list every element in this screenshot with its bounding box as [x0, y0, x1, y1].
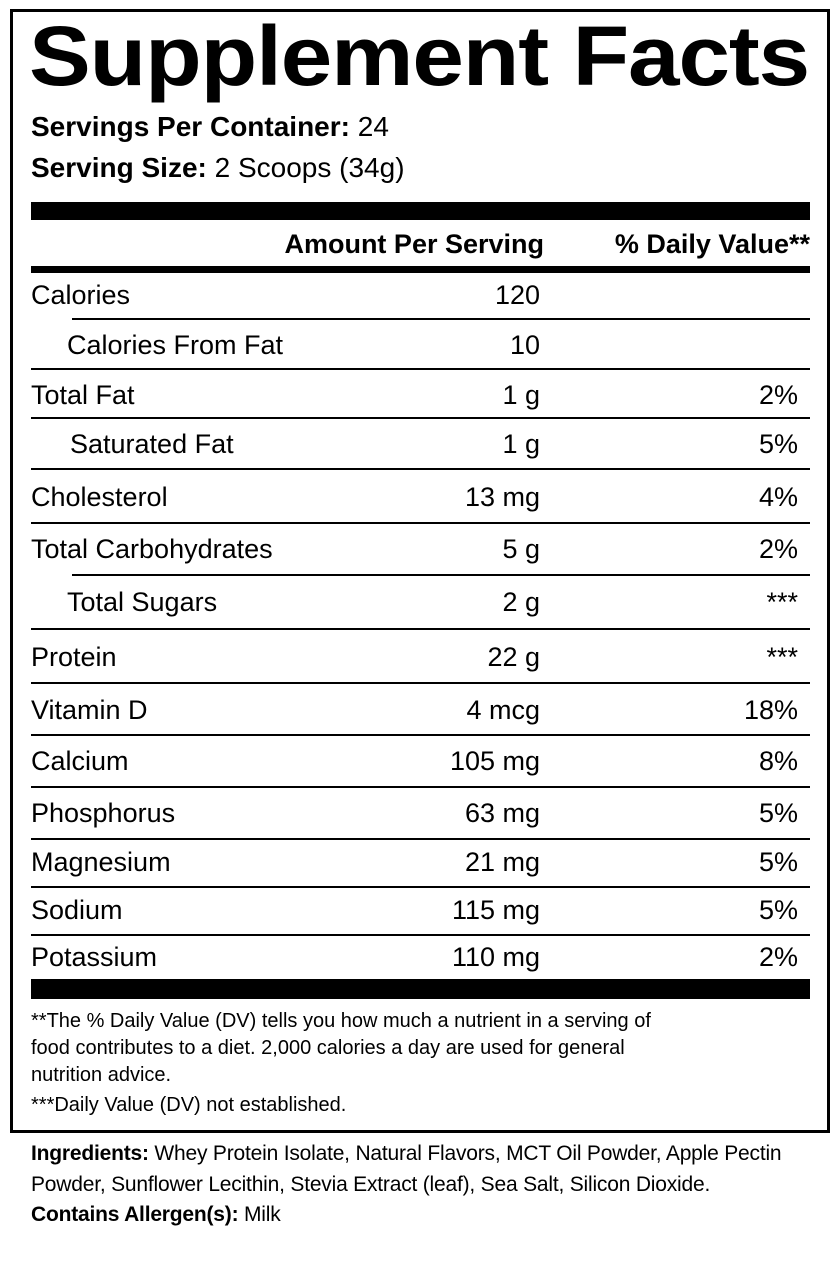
- nutrient-daily-value: ***: [766, 587, 798, 617]
- nutrient-amount: 10: [509, 330, 540, 360]
- nutrient-name: Total Fat: [31, 380, 135, 410]
- nutrient-row: Protein 22 g ***: [0, 641, 839, 681]
- nutrient-amount: 22 g: [487, 642, 540, 672]
- nutrient-amount: 2 g: [502, 587, 540, 617]
- row-divider: [31, 934, 810, 936]
- ingredients: Ingredients: Whey Protein Isolate, Natur…: [31, 1142, 782, 1226]
- nutrient-amount: 120: [494, 280, 540, 310]
- nutrient-daily-value: 2%: [758, 942, 798, 972]
- daily-value-header: % Daily Value**: [614, 229, 810, 259]
- nutrient-row: Calcium 105 mg 8%: [0, 745, 839, 785]
- row-divider: [31, 734, 810, 736]
- nutrient-daily-value: 5%: [758, 798, 798, 828]
- footnote-line: ***Daily Value (DV) not established.: [31, 1094, 347, 1116]
- nutrient-name: Magnesium: [31, 847, 171, 877]
- nutrient-name: Potassium: [31, 942, 158, 972]
- nutrient-name: Sodium: [31, 895, 123, 925]
- panel-title: Supplement Facts: [29, 9, 810, 103]
- nutrient-name: Total Sugars: [67, 587, 218, 617]
- row-divider: [31, 886, 810, 888]
- nutrient-daily-value: 5%: [758, 895, 798, 925]
- nutrient-daily-value: 5%: [758, 847, 798, 877]
- thick-divider: [31, 979, 810, 999]
- nutrient-row: Potassium 110 mg 2%: [0, 941, 839, 981]
- footnote-line: food contributes to a diet. 2,000 calori…: [31, 1037, 625, 1059]
- serving-size: Serving Size: 2 Scoops (34g): [31, 152, 405, 183]
- facts-panel: [10, 9, 830, 1133]
- nutrient-name: Calories: [31, 280, 131, 310]
- allergens-label: Contains Allergen(s):: [31, 1203, 239, 1226]
- row-divider: [72, 574, 810, 576]
- nutrient-daily-value: 8%: [758, 746, 798, 776]
- footnote-line: **The % Daily Value (DV) tells you how m…: [31, 1010, 651, 1032]
- footnote-line: nutrition advice.: [31, 1064, 172, 1086]
- nutrient-name: Saturated Fat: [70, 429, 234, 459]
- row-divider: [31, 682, 810, 684]
- nutrient-amount: 13 mg: [464, 482, 540, 512]
- nutrient-name: Calories From Fat: [67, 330, 284, 360]
- nutrient-name: Total Carbohydrates: [31, 534, 273, 564]
- nutrient-name: Calcium: [31, 746, 129, 776]
- row-divider: [31, 468, 810, 470]
- nutrient-row: Total Carbohydrates 5 g 2%: [0, 533, 839, 573]
- allergens-value: Milk: [244, 1203, 281, 1226]
- nutrient-amount: 1 g: [502, 380, 540, 410]
- nutrient-daily-value: 18%: [743, 695, 798, 725]
- row-divider: [31, 417, 810, 419]
- servings-per-container: Servings Per Container: 24: [31, 111, 389, 142]
- row-divider: [72, 318, 810, 320]
- nutrient-amount: 110 mg: [451, 942, 540, 972]
- nutrient-amount: 1 g: [502, 429, 540, 459]
- row-divider: [31, 628, 810, 630]
- nutrient-daily-value: 2%: [758, 534, 798, 564]
- nutrient-row: Saturated Fat 1 g 5%: [0, 428, 839, 468]
- nutrient-name: Protein: [31, 642, 117, 672]
- nutrient-row: Calories 120: [0, 279, 839, 319]
- row-divider: [31, 786, 810, 788]
- nutrient-amount: 4 mcg: [466, 695, 540, 725]
- nutrient-daily-value: ***: [766, 642, 798, 672]
- nutrient-daily-value: 4%: [758, 482, 798, 512]
- amount-header: Amount Per Serving: [284, 229, 544, 259]
- row-divider: [31, 368, 810, 370]
- nutrient-row: Cholesterol 13 mg 4%: [0, 481, 839, 521]
- nutrient-row: Calories From Fat 10: [0, 329, 839, 369]
- nutrient-row: Sodium 115 mg 5%: [0, 894, 839, 934]
- nutrient-name: Vitamin D: [31, 695, 148, 725]
- nutrient-name: Cholesterol: [31, 482, 168, 512]
- nutrient-amount: 5 g: [502, 534, 540, 564]
- nutrient-amount: 105 mg: [449, 746, 540, 776]
- row-divider: [31, 522, 810, 524]
- medium-divider: [31, 266, 810, 273]
- row-divider: [31, 838, 810, 840]
- nutrient-amount: 63 mg: [464, 798, 540, 828]
- nutrient-row: Vitamin D 4 mcg 18%: [0, 694, 839, 734]
- nutrient-name: Phosphorus: [31, 798, 176, 828]
- nutrient-row: Magnesium 21 mg 5%: [0, 846, 839, 886]
- nutrient-row: Phosphorus 63 mg 5%: [0, 797, 839, 837]
- nutrient-row: Total Fat 1 g 2%: [0, 379, 839, 419]
- nutrient-daily-value: 5%: [758, 429, 798, 459]
- nutrient-daily-value: 2%: [758, 380, 798, 410]
- nutrient-amount: 115 mg: [451, 895, 540, 925]
- thick-divider: [31, 202, 810, 220]
- nutrient-amount: 21 mg: [464, 847, 540, 877]
- nutrient-row: Total Sugars 2 g ***: [0, 586, 839, 626]
